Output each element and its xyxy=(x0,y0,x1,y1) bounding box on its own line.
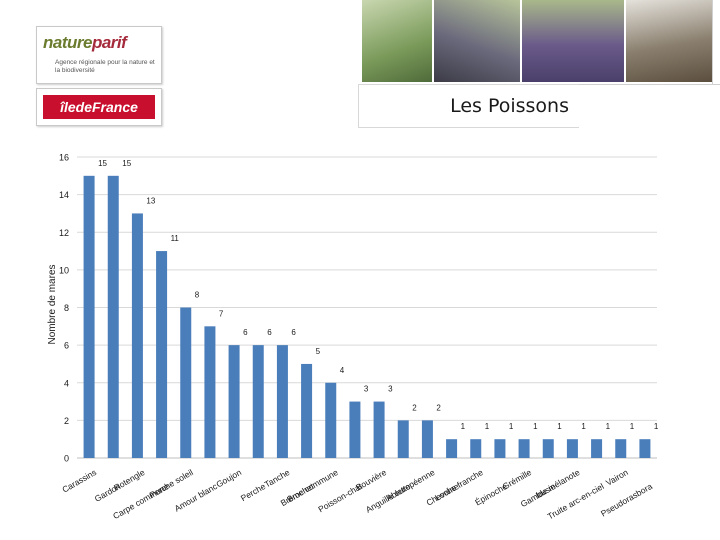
x-tick-label: Amour blanc xyxy=(173,481,220,514)
data-label: 5 xyxy=(316,347,321,356)
data-label: 8 xyxy=(195,291,200,300)
fish-river-photo xyxy=(626,0,712,82)
x-tick-label: Goujon xyxy=(214,467,243,490)
bar xyxy=(156,251,168,458)
natureparif-logo: natureparif Agence régionale pour la nat… xyxy=(36,26,162,84)
x-tick-label: Carassins xyxy=(60,467,98,495)
bar xyxy=(566,439,578,458)
y-tick-label: 8 xyxy=(64,303,69,313)
decor-line-vertical xyxy=(712,0,713,84)
data-label: 3 xyxy=(364,385,369,394)
y-tick-label: 4 xyxy=(64,378,69,388)
y-tick-label: 14 xyxy=(59,190,69,200)
bar xyxy=(204,326,216,458)
data-label: 15 xyxy=(98,159,107,168)
bar xyxy=(446,439,458,458)
data-label: 7 xyxy=(219,309,224,318)
data-label: 1 xyxy=(606,422,611,431)
bar xyxy=(397,420,409,458)
data-label: 15 xyxy=(122,159,131,168)
bar xyxy=(180,307,192,458)
y-tick-label: 12 xyxy=(59,228,69,238)
y-tick-label: 10 xyxy=(59,265,69,275)
x-tick-label: Grémille xyxy=(501,467,534,492)
data-label: 4 xyxy=(340,366,345,375)
data-label: 1 xyxy=(485,422,490,431)
data-label: 6 xyxy=(267,328,272,337)
bar xyxy=(421,420,433,458)
bar xyxy=(470,439,482,458)
data-label: 1 xyxy=(581,422,586,431)
data-label: 2 xyxy=(436,403,441,412)
x-tick-label: Tanche xyxy=(263,467,292,490)
bar xyxy=(325,382,337,458)
data-label: 1 xyxy=(509,422,514,431)
bluebell-forest-photo xyxy=(522,0,624,82)
bar xyxy=(373,401,385,458)
y-tick-label: 0 xyxy=(64,454,69,464)
bar xyxy=(494,439,506,458)
bar xyxy=(591,439,603,458)
x-tick-label: Perche xyxy=(239,481,268,503)
y-tick-label: 2 xyxy=(64,416,69,426)
data-label: 1 xyxy=(654,422,659,431)
page-title: Les Poissons xyxy=(450,95,569,117)
bird-photo xyxy=(362,0,432,82)
data-label: 13 xyxy=(146,196,155,205)
data-label: 6 xyxy=(243,328,248,337)
data-label: 2 xyxy=(412,403,417,412)
iledefrance-logo: îledeFrance xyxy=(36,88,162,126)
data-label: 1 xyxy=(461,422,466,431)
bar xyxy=(615,439,627,458)
bar xyxy=(349,401,361,458)
bar xyxy=(301,363,313,458)
data-label: 1 xyxy=(557,422,562,431)
y-tick-label: 6 xyxy=(64,341,69,351)
mole-photo xyxy=(434,0,520,82)
bar xyxy=(639,439,651,458)
logo-title: natureparif xyxy=(43,33,127,52)
x-tick-label: Vairon xyxy=(604,467,630,488)
data-label: 1 xyxy=(533,422,538,431)
bar xyxy=(228,345,240,458)
bar xyxy=(107,175,119,458)
bar xyxy=(276,345,288,458)
data-label: 11 xyxy=(171,234,180,243)
y-tick-label: 16 xyxy=(59,153,69,163)
bar xyxy=(252,345,264,458)
x-tick-label: Bouvière xyxy=(354,467,388,493)
data-label: 3 xyxy=(388,385,393,394)
bar xyxy=(542,439,554,458)
logo-subtitle: Agence régionale pour la nature et la bi… xyxy=(55,59,155,74)
x-tick-label: Rotengle xyxy=(112,467,147,493)
bar xyxy=(131,213,143,458)
bar xyxy=(83,175,95,458)
region-logo-text: îledeFrance xyxy=(43,95,155,119)
y-axis-label: Nombre de mares xyxy=(47,264,58,344)
data-label: 6 xyxy=(291,328,296,337)
bar xyxy=(518,439,530,458)
title-box: Les Poissons xyxy=(358,84,579,128)
data-label: 1 xyxy=(630,422,635,431)
